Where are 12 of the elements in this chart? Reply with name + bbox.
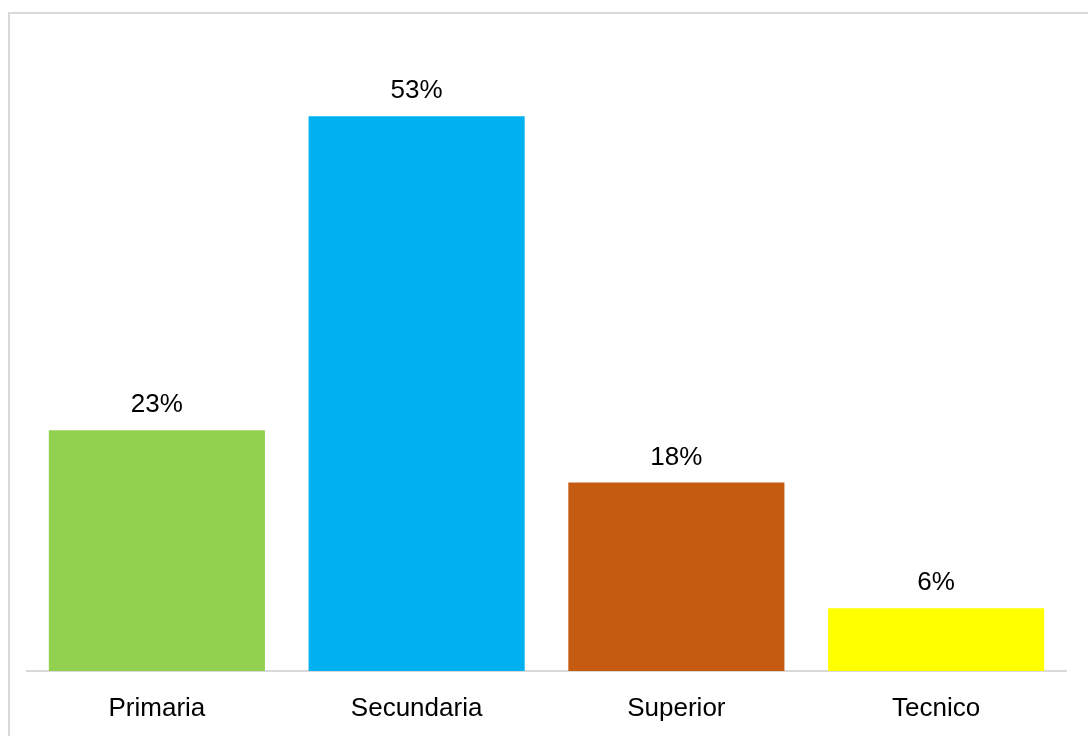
x-tick-label: Secundaria	[350, 691, 483, 722]
data-label: 18%	[650, 440, 703, 471]
bar	[48, 430, 265, 671]
x-tick-label: Primaria	[108, 691, 206, 722]
bar	[568, 482, 785, 671]
data-label: 6%	[917, 566, 955, 597]
x-tick-label: Tecnico	[892, 691, 981, 722]
bar	[828, 608, 1045, 671]
data-label: 53%	[390, 74, 443, 105]
x-tick-label: Superior	[627, 691, 726, 722]
data-label: 23%	[130, 388, 183, 419]
bar	[308, 116, 525, 671]
